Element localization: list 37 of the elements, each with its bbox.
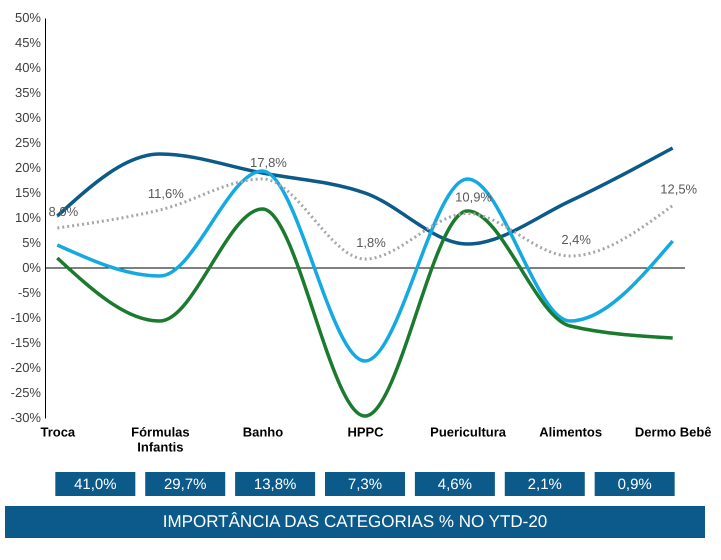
data-label: 17,8%: [250, 155, 288, 170]
data-label: 2,4%: [561, 232, 592, 247]
y-tick-label: 20%: [14, 160, 42, 175]
y-tick-label: 15%: [14, 185, 42, 200]
text: 2,1%: [528, 476, 562, 493]
y-tick-label: 25%: [14, 135, 42, 150]
x-tick-label: Puericultura: [430, 424, 507, 440]
data-label: 1,8%: [356, 235, 386, 250]
text: 41,0%: [74, 476, 117, 493]
text: 7,3%: [348, 476, 382, 493]
x-tick-label: Fórmulas Infantis: [131, 424, 190, 454]
y-tick-label: -10%: [10, 310, 42, 325]
x-tick-label: Troca: [40, 424, 76, 440]
y-tick-label: 45%: [14, 35, 42, 50]
x-tick-label: Alimentos: [539, 424, 602, 440]
y-tick-label: 50%: [14, 10, 42, 25]
y-tick-label: -30%: [10, 410, 42, 425]
text: 13,8%: [254, 476, 296, 493]
y-tick-label: 35%: [14, 85, 42, 100]
y-tick-label: 30%: [14, 110, 42, 125]
y-tick-label: -15%: [10, 335, 42, 350]
x-tick-label: Banho: [242, 424, 284, 440]
text: IMPORTÂNCIA DAS CATEGORIAS % NO YTD-20: [162, 512, 548, 531]
y-tick-label: -5%: [18, 285, 42, 300]
y-tick-label: -20%: [10, 360, 42, 375]
y-tick-label: 0%: [22, 260, 42, 275]
data-label: 12,5%: [660, 182, 698, 196]
y-tick-label: 10%: [14, 210, 42, 225]
data-label: 11,6%: [148, 186, 184, 201]
text: 29,7%: [164, 476, 206, 493]
x-tick-label: Dermo Bebê: [634, 424, 712, 440]
y-tick-label: 40%: [14, 60, 42, 75]
text: 4,6%: [438, 476, 472, 493]
text: 0,9%: [618, 476, 652, 493]
x-tick-label: HPPC: [347, 424, 384, 440]
y-tick-label: -25%: [10, 385, 42, 400]
y-tick-label: 5%: [22, 235, 42, 250]
